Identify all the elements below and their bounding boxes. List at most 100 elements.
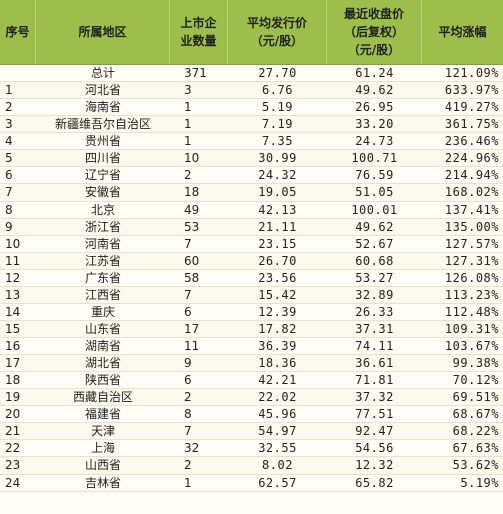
header-index: 序号 xyxy=(0,0,36,64)
header-avg-issue-price: 平均发行价 （元/股） xyxy=(228,0,327,64)
cell-avg-gain: 127.57% xyxy=(444,236,499,251)
cell-avg-gain: 127.31% xyxy=(444,253,499,268)
cell-region: 福建省 xyxy=(84,407,121,422)
cell-company-count: 8 xyxy=(184,407,192,422)
cell-avg-issue-price: 36.39 xyxy=(258,339,297,353)
cell-index: 22 xyxy=(5,441,21,456)
table-row: 5 四川省 10 30.99 100.71 224.96% xyxy=(0,150,503,168)
cell-recent-close: 51.05 xyxy=(355,185,394,200)
table-row: 23 山西省 2 8.02 12.32 53.62% xyxy=(0,457,503,475)
cell-index: 4 xyxy=(5,134,13,149)
cell-avg-gain: 419.27% xyxy=(444,100,499,115)
cell-recent-close: 65.82 xyxy=(355,475,394,490)
cell-recent-close: 26.95 xyxy=(355,100,394,115)
cell-index: 11 xyxy=(5,253,21,268)
cell-avg-issue-price: 32.55 xyxy=(258,441,297,456)
cell-recent-close: 12.32 xyxy=(355,458,394,473)
cell-avg-gain: 99.38% xyxy=(452,356,499,371)
cell-avg-gain: 361.75% xyxy=(444,117,499,132)
cell-recent-close: 33.20 xyxy=(355,117,394,132)
cell-region: 湖南省 xyxy=(84,339,121,353)
cell-region: 重庆 xyxy=(90,304,115,319)
cell-avg-issue-price: 23.56 xyxy=(258,270,297,285)
cell-region: 陕西省 xyxy=(84,373,121,388)
cell-index: 3 xyxy=(5,117,13,132)
cell-recent-close: 100.01 xyxy=(351,202,398,217)
cell-avg-issue-price: 62.57 xyxy=(258,475,297,490)
cell-avg-issue-price: 42.13 xyxy=(258,202,297,217)
cell-avg-gain: 633.97% xyxy=(444,83,499,98)
cell-recent-close: 54.56 xyxy=(355,441,394,456)
data-table: 序号 所属地区 上市企 业数量 平均发行价 （元/股） 最近收盘价 （后复权） … xyxy=(0,0,503,492)
cell-avg-gain: 224.96% xyxy=(444,151,499,166)
table-row: 17 湖北省 9 18.36 36.61 99.38% xyxy=(0,355,503,373)
cell-region: 山东省 xyxy=(84,321,121,336)
header-recent-close: 最近收盘价 （后复权） （元/股） xyxy=(327,0,422,64)
table-row: 3 新疆维吾尔自治区 1 7.19 33.20 361.75% xyxy=(0,116,503,134)
cell-region: 海南省 xyxy=(84,100,121,115)
cell-avg-issue-price: 5.19 xyxy=(262,100,293,115)
cell-region: 上海 xyxy=(90,441,115,456)
table-row: 11 江苏省 60 26.70 60.68 127.31% xyxy=(0,252,503,270)
cell-avg-issue-price: 27.70 xyxy=(258,66,297,80)
cell-index: 21 xyxy=(5,424,21,439)
header-company-count: 上市企 业数量 xyxy=(170,0,228,64)
cell-avg-gain: 103.67% xyxy=(444,339,499,353)
table-body: 总计 371 27.70 61.24 121.09% 1 河北省 3 6.76 49.62 633.… xyxy=(0,65,503,492)
cell-region: 天津 xyxy=(90,424,115,439)
cell-recent-close: 49.62 xyxy=(355,83,394,98)
cell-avg-gain: 68.67% xyxy=(452,407,499,422)
table-row: 8 北京 49 42.13 100.01 137.41% xyxy=(0,201,503,219)
cell-region: 西藏自治区 xyxy=(72,390,133,405)
cell-region: 总计 xyxy=(90,66,115,80)
cell-avg-gain: 5.19% xyxy=(460,475,499,490)
table-row: 13 江西省 7 15.42 32.89 113.23% xyxy=(0,286,503,304)
cell-recent-close: 100.71 xyxy=(351,151,398,166)
cell-recent-close: 74.11 xyxy=(355,339,394,353)
table-row: 4 贵州省 1 7.35 24.73 236.46% xyxy=(0,133,503,151)
cell-avg-gain: 68.22% xyxy=(452,424,499,439)
cell-recent-close: 26.33 xyxy=(355,304,394,319)
cell-company-count: 2 xyxy=(184,168,192,183)
cell-region: 江西省 xyxy=(84,287,121,302)
cell-avg-gain: 137.41% xyxy=(444,202,499,217)
total-row: 总计 371 27.70 61.24 121.09% xyxy=(0,65,503,83)
cell-avg-issue-price: 30.99 xyxy=(258,151,297,166)
header-region: 所属地区 xyxy=(36,0,170,64)
cell-index: 13 xyxy=(5,287,21,302)
cell-index: 20 xyxy=(5,407,21,422)
cell-region: 河北省 xyxy=(84,83,121,98)
cell-region: 江苏省 xyxy=(84,253,121,268)
cell-index: 1 xyxy=(5,83,13,98)
table-header: 序号 所属地区 上市企 业数量 平均发行价 （元/股） 最近收盘价 （后复权） … xyxy=(0,0,503,65)
cell-company-count: 1 xyxy=(184,475,192,490)
cell-index: 17 xyxy=(5,356,21,371)
cell-avg-issue-price: 6.76 xyxy=(262,83,293,98)
cell-company-count: 58 xyxy=(184,270,200,285)
cell-avg-issue-price: 23.15 xyxy=(258,236,297,251)
cell-company-count: 6 xyxy=(184,304,192,319)
cell-company-count: 3 xyxy=(184,83,192,98)
cell-avg-gain: 69.51% xyxy=(452,390,499,405)
cell-company-count: 7 xyxy=(184,236,192,251)
cell-avg-gain: 112.48% xyxy=(444,304,499,319)
cell-avg-gain: 70.12% xyxy=(452,373,499,388)
cell-company-count: 7 xyxy=(184,287,192,302)
cell-index xyxy=(0,65,36,81)
cell-avg-issue-price: 21.11 xyxy=(258,219,297,234)
cell-index: 16 xyxy=(5,339,21,353)
cell-index: 12 xyxy=(5,270,21,285)
cell-company-count: 18 xyxy=(184,185,200,200)
table-row: 12 广东省 58 23.56 53.27 126.08% xyxy=(0,269,503,287)
cell-company-count: 9 xyxy=(184,356,192,371)
cell-company-count: 32 xyxy=(184,441,200,456)
cell-avg-issue-price: 54.97 xyxy=(258,424,297,439)
cell-company-count: 7 xyxy=(184,424,192,439)
header-avg-gain: 平均涨幅 xyxy=(438,25,487,39)
cell-region: 四川省 xyxy=(84,151,121,166)
cell-avg-issue-price: 26.70 xyxy=(258,253,297,268)
cell-region: 山西省 xyxy=(84,458,121,473)
cell-index: 2 xyxy=(5,100,13,115)
table-row: 10 河南省 7 23.15 52.67 127.57% xyxy=(0,235,503,253)
cell-index: 6 xyxy=(5,168,13,183)
